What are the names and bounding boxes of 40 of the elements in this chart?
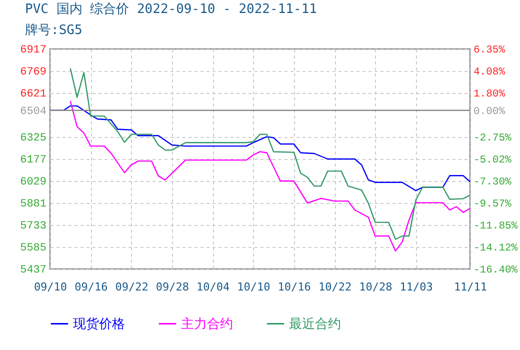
line-series — [70, 100, 471, 252]
y2-tick-label: -7.30% — [474, 176, 512, 188]
chart-subtitle: 牌号:SG5 — [25, 23, 82, 38]
y-tick-label: 6621 — [20, 88, 47, 100]
y-tick-label: 6177 — [20, 154, 46, 166]
x-tick-label: 10/28 — [359, 280, 392, 294]
x-tick-label: 09/28 — [156, 280, 189, 294]
y-tick-label: 6769 — [20, 66, 46, 78]
y2-tick-label: -14.12% — [474, 242, 518, 254]
y-tick-label: 6325 — [20, 132, 46, 144]
chart-title: PVC 国内 综合价 2022-09-10 - 2022-11-11 — [25, 2, 317, 17]
y2-tick-label: -16.40% — [474, 264, 518, 276]
x-tick-label: 09/16 — [74, 280, 108, 294]
y2-tick-label: -5.02% — [474, 154, 512, 166]
legend-label: 现货价格 — [73, 316, 125, 332]
legend-label: 最近合约 — [289, 316, 341, 332]
y2-tick-label: -9.57% — [474, 198, 512, 210]
x-tick-label: 11/11 — [454, 280, 488, 294]
y-tick-label: 5585 — [20, 242, 46, 254]
y2-tick-label: 1.80% — [474, 88, 506, 100]
y2-tick-label: -2.75% — [474, 132, 512, 144]
x-tick-label: 11/03 — [400, 280, 433, 294]
x-tick-label: 10/10 — [237, 280, 270, 294]
y2-tick-label: 4.08% — [474, 66, 506, 78]
y-tick-label: 6029 — [20, 176, 46, 188]
y-tick-label: 6504 — [20, 106, 47, 118]
y2-tick-label: 0.00% — [474, 106, 506, 118]
y2-tick-label: -11.85% — [474, 220, 518, 232]
x-tick-label: 09/10 — [34, 280, 68, 294]
legend-label: 主力合约 — [181, 316, 233, 332]
y2-tick-label: 6.35% — [474, 44, 506, 56]
y-tick-label: 5881 — [20, 198, 47, 210]
y-tick-label: 6917 — [20, 44, 46, 56]
y-tick-label: 5437 — [20, 264, 46, 276]
y-tick-label: 5733 — [20, 220, 46, 232]
x-tick-label: 10/16 — [278, 280, 311, 294]
line-series — [70, 68, 471, 240]
x-tick-label: 10/04 — [196, 280, 230, 294]
x-tick-label: 10/22 — [318, 280, 352, 294]
x-tick-label: 09/22 — [115, 280, 148, 294]
